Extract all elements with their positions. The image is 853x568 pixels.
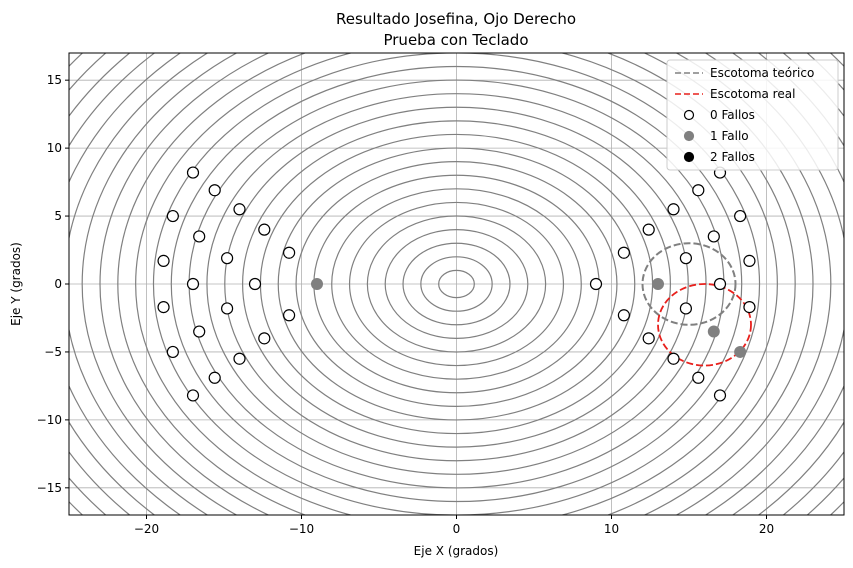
point-0-fallos (743, 301, 756, 314)
legend-label: 0 Fallos (710, 108, 755, 122)
legend-marker-swatch (683, 109, 695, 121)
y-tick-label: 15 (47, 73, 62, 87)
point-0-fallos (667, 203, 680, 216)
contour-ellipse (438, 269, 475, 299)
chart-title-line2: Prueba con Teclado (383, 31, 528, 49)
contour-ellipse (402, 242, 511, 326)
legend-label: 2 Fallos (710, 150, 755, 164)
x-tick-label: 10 (604, 522, 619, 536)
contour-ellipse (366, 215, 547, 353)
point-0-fallos (642, 332, 655, 345)
legend-marker-swatch (683, 130, 695, 142)
point-0-fallos (186, 277, 200, 291)
point-0-fallos (692, 184, 705, 197)
contour-ellipse (331, 188, 582, 380)
point-0-fallos (233, 203, 246, 216)
contour-ellipse (384, 229, 529, 339)
point-0-fallos (166, 209, 179, 223)
point-0-fallos (258, 223, 271, 236)
point-0-fallos (157, 254, 170, 267)
y-axis-label: Eje Y (grados) (9, 242, 23, 326)
contour-ellipse (295, 161, 618, 407)
contour-ellipse (420, 256, 493, 312)
point-0-fallos (208, 371, 221, 384)
legend-label: Escotoma teórico (710, 66, 814, 80)
x-tick-label: 0 (453, 522, 461, 536)
y-tick-label: 5 (54, 209, 62, 223)
contour-ellipse (170, 65, 743, 503)
point-0-fallos (679, 302, 693, 315)
point-0-fallos (186, 166, 200, 179)
legend-box (666, 59, 839, 171)
point-1-fallo (311, 278, 323, 290)
point-0-fallos (589, 277, 603, 291)
x-axis-label: Eje X (grados) (414, 544, 499, 558)
point-0-fallos (713, 389, 727, 402)
y-tick-label: −15 (37, 481, 62, 495)
point-0-fallos (166, 345, 179, 359)
legend: Escotoma teórico Escotoma real 0 Fallos 1 F… (666, 59, 839, 171)
contour-ellipse (117, 53, 796, 515)
contour-ellipse (99, 53, 814, 515)
point-0-fallos (743, 254, 756, 267)
y-tick-label: −10 (37, 413, 62, 427)
point-0-fallos (734, 209, 747, 223)
point-0-fallos (157, 301, 170, 314)
scotomas (641, 242, 752, 367)
point-0-fallos (713, 277, 727, 291)
point-0-fallos (617, 246, 631, 259)
contour-ellipse (135, 53, 778, 515)
y-tick-label: −5 (44, 345, 62, 359)
contour-ellipse (277, 147, 636, 421)
point-0-fallos (692, 371, 705, 384)
legend-label: 1 Fallo (710, 129, 749, 143)
point-0-fallos (221, 302, 234, 315)
point-0-fallos (221, 252, 234, 265)
point-0-fallos (679, 252, 693, 265)
contour-ellipse (152, 53, 761, 515)
point-0-fallos (233, 352, 246, 365)
scotoma-theoretical (641, 242, 737, 326)
point-0-fallos (193, 230, 206, 243)
point-0-fallos (283, 309, 296, 322)
contour-ellipse (206, 93, 707, 475)
contour-ellipse (348, 201, 565, 367)
point-0-fallos (193, 325, 206, 338)
x-tick-label: 20 (759, 522, 774, 536)
x-tick-label: −10 (289, 522, 314, 536)
point-0-fallos (258, 332, 271, 345)
legend-marker-swatch (683, 151, 695, 163)
point-0-fallos (642, 223, 655, 236)
point-0-fallos (208, 184, 221, 197)
x-tick-label: −20 (134, 522, 159, 536)
y-tick-label: 10 (47, 141, 62, 155)
contour-ellipse (224, 106, 689, 462)
scotoma-real (657, 283, 752, 367)
point-1-fallo (707, 325, 720, 338)
point-0-fallos (617, 309, 631, 322)
chart-title-line1: Resultado Josefina, Ojo Derecho (336, 10, 576, 28)
x-axis-ticks: −20 −10 0 10 20 (134, 515, 774, 536)
point-0-fallos (667, 352, 680, 365)
data-points (157, 166, 756, 402)
contour-ellipse (242, 120, 671, 448)
y-axis-ticks: −15 −10 −5 0 5 10 15 (37, 73, 69, 495)
point-0-fallos (186, 389, 200, 402)
point-0-fallos (707, 230, 720, 243)
point-0-fallos (248, 277, 262, 291)
point-0-fallos (283, 246, 296, 259)
contour-ellipse (81, 53, 832, 515)
point-1-fallo (734, 345, 747, 358)
point-1-fallo (652, 278, 664, 290)
y-tick-label: 0 (54, 277, 62, 291)
legend-label: Escotoma real (710, 87, 795, 101)
